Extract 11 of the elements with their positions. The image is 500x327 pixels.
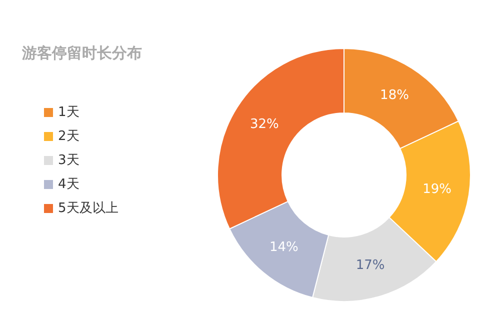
legend-label: 1天 — [58, 104, 80, 121]
legend-label: 5天及以上 — [58, 200, 118, 217]
data-label: 32% — [250, 116, 279, 132]
legend-label: 3天 — [58, 152, 80, 169]
legend-label: 2天 — [58, 128, 80, 145]
chart-title: 游客停留时长分布 — [22, 44, 142, 63]
data-label: 17% — [356, 258, 385, 273]
legend-label: 4天 — [58, 176, 80, 193]
data-label: 18% — [380, 88, 409, 103]
data-label: 19% — [422, 182, 452, 198]
data-label: 14% — [269, 240, 298, 255]
